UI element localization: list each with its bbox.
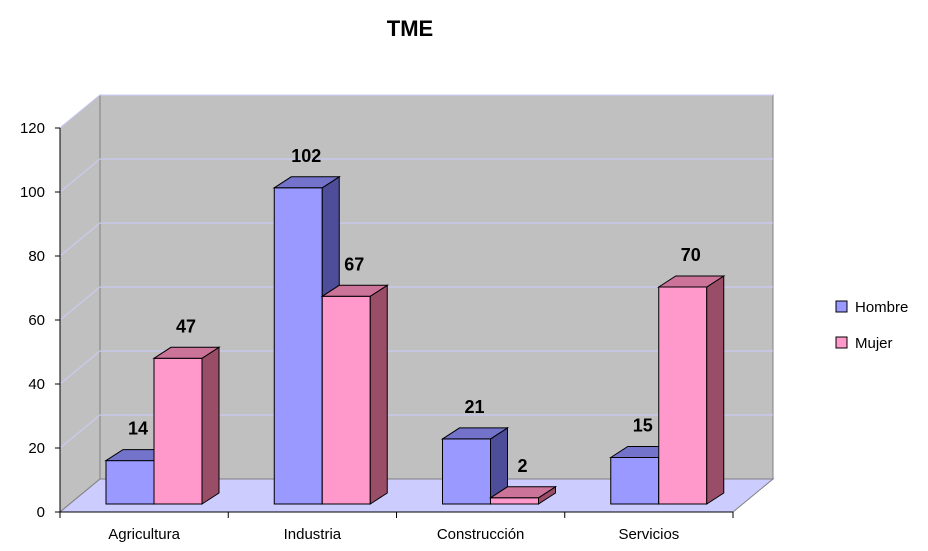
bar-side-mujer (706, 275, 725, 505)
y-tick-label: 60 (28, 312, 45, 329)
bar-top-hombre (272, 176, 341, 189)
data-label: 2 (517, 456, 527, 476)
bar-front-mujer (153, 357, 203, 505)
bar-front-mujer (490, 497, 539, 505)
bar-front-hombre (442, 438, 491, 505)
gridline (59, 94, 773, 129)
y-tick-label: 0 (37, 504, 45, 521)
bar-top-mujer (488, 486, 558, 499)
bar-front-mujer (321, 295, 371, 505)
bar-front-hombre (105, 460, 155, 505)
x-tick-label: Construcción (437, 526, 525, 543)
data-label: 70 (681, 245, 701, 265)
legend-swatch (835, 336, 848, 349)
data-label: 47 (176, 316, 196, 336)
gridline (59, 286, 773, 321)
chart-title: TME (387, 16, 433, 41)
legend: Hombre Mujer (835, 299, 908, 352)
x-tick-label: Industria (284, 526, 342, 543)
bar-front-mujer (658, 286, 708, 505)
bar-front-hombre (610, 457, 660, 505)
data-label: 15 (633, 416, 653, 436)
x-tick-label: Agricultura (108, 526, 180, 543)
bar-side-mujer (369, 284, 388, 505)
gridline (59, 414, 773, 449)
legend-label: Hombre (855, 299, 908, 316)
x-tick-label: Servicios (618, 526, 679, 543)
data-label: 102 (291, 146, 321, 166)
y-tick-label: 20 (28, 440, 45, 457)
gridline (59, 350, 773, 385)
bar-top-mujer (152, 346, 221, 359)
bar-front-hombre (273, 187, 323, 505)
legend-swatch (835, 300, 848, 313)
bar-side-mujer (201, 346, 220, 505)
y-tick-label: 120 (20, 120, 45, 137)
data-label: 14 (128, 419, 148, 439)
bar-top-mujer (320, 284, 389, 297)
plot-area: 0 20 40 60 80 100 120 Agricultura Industria Const… (20, 93, 775, 543)
data-label: 67 (344, 254, 364, 274)
y-tick-label: 100 (20, 184, 45, 201)
legend-label: Mujer (855, 335, 893, 352)
gridline (59, 222, 773, 257)
data-label: 21 (464, 397, 484, 417)
y-tick-label: 40 (28, 376, 45, 393)
gridline (59, 158, 773, 193)
y-tick-label: 80 (28, 248, 45, 265)
bar-top-mujer (657, 275, 726, 288)
bar-top-hombre (440, 427, 510, 440)
